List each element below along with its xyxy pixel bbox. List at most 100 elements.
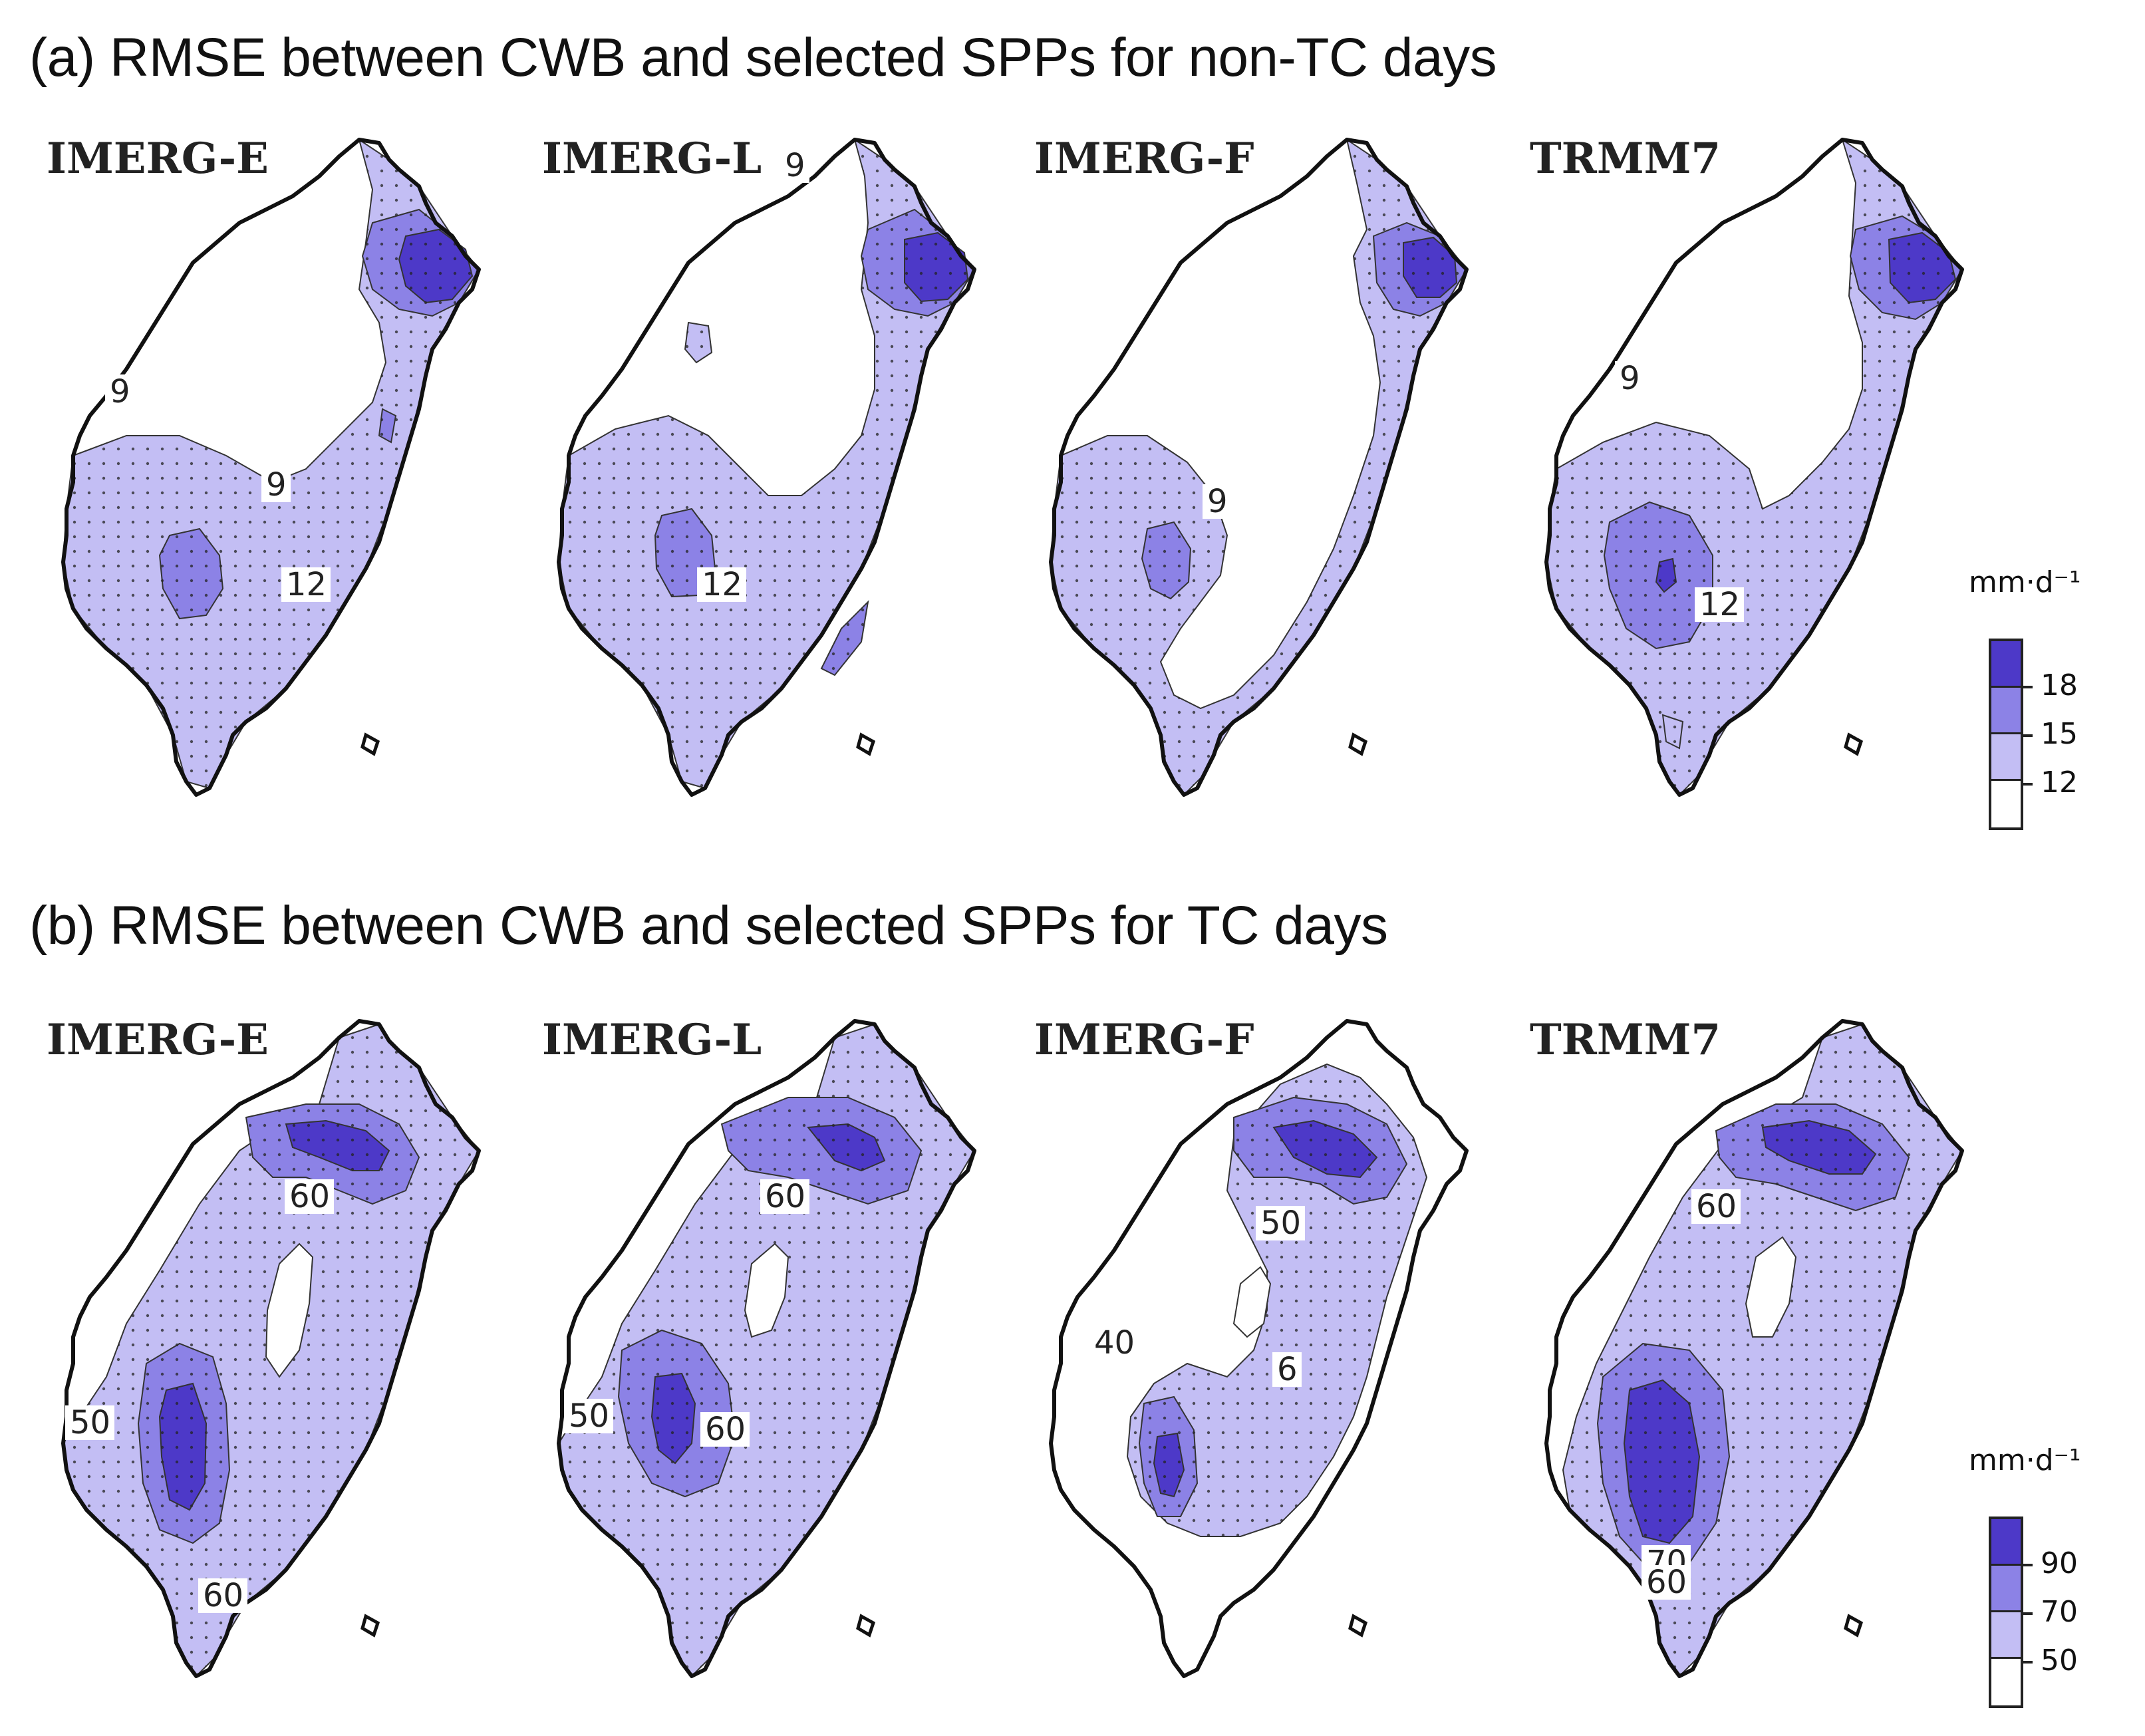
contour-label-background: [198, 1578, 247, 1613]
map-label: IMERG-E: [47, 1015, 269, 1065]
orchid-island: [1348, 1614, 1368, 1638]
map-label: IMERG-L: [542, 134, 762, 184]
legend-tick-label: 18: [2041, 668, 2078, 702]
significance-stipple: [1889, 233, 1955, 303]
contour-label: 60: [765, 1178, 805, 1215]
legend-unit: mm·d⁻¹: [1969, 565, 2081, 599]
coastline: [61, 1019, 481, 1678]
legend-tick-label: 70: [2041, 1595, 2078, 1629]
orchid-island: [856, 732, 876, 756]
significance-stipple: [160, 1383, 206, 1510]
orchid-island: [1844, 732, 1864, 756]
significance-stipple: [685, 323, 712, 362]
orchid-island: [360, 1614, 380, 1638]
orchid-island: [1348, 732, 1368, 756]
contour-label-background: [564, 1399, 613, 1433]
significance-stipple: [1051, 140, 1467, 795]
contour-label: 60: [203, 1577, 243, 1614]
map-label: IMERG-F: [1034, 134, 1254, 184]
contour-label-background: [700, 1412, 750, 1447]
coastline: [1544, 138, 1964, 797]
contour-label: 12: [286, 566, 327, 603]
legend-colorbar: [1989, 1517, 2023, 1708]
significance-stipple: [1663, 715, 1683, 748]
coastline: [557, 1019, 976, 1678]
legend-swatch-level3: [1991, 641, 2021, 688]
shaded-region-level0: [744, 1242, 789, 1338]
contour-label-background: [1089, 1326, 1139, 1360]
significance-stipple: [1403, 237, 1457, 297]
legend-tickmark: [2023, 686, 2033, 688]
contour-label-background: [1642, 1565, 1691, 1600]
contour-label: 6: [1277, 1351, 1298, 1388]
coastline: [61, 138, 481, 797]
significance-stipple: [905, 233, 968, 301]
contour-label-background: [1615, 361, 1644, 396]
coastline: [1049, 1019, 1469, 1678]
legend-tickmark: [2023, 734, 2033, 737]
legend-tick-label: 15: [2041, 717, 2078, 751]
contour-label: 50: [70, 1404, 110, 1441]
significance-stipple: [652, 1374, 695, 1463]
contour-label-background: [1695, 587, 1744, 622]
legend-tick-label: 12: [2041, 766, 2078, 799]
legend-swatch-level2: [1991, 688, 2021, 734]
legend-tick-label: 90: [2041, 1546, 2078, 1580]
significance-stipple: [399, 229, 472, 303]
contour-label-background: [65, 1405, 114, 1440]
legend-swatch-level0: [1991, 1659, 2021, 1705]
significance-stipple: [160, 529, 223, 619]
coastline: [557, 138, 976, 797]
map-a-imerg-e: IMERG-E 9 9 12: [47, 134, 481, 797]
significance-stipple: [1763, 1121, 1876, 1174]
legend-swatch-level2: [1991, 1566, 2021, 1612]
map-a-imerg-l: IMERG-L 9 12: [542, 134, 976, 797]
legend-swatch-level3: [1991, 1519, 2021, 1566]
panel-b-title: (b) RMSE between CWB and selected SPPs f…: [29, 895, 1388, 956]
orchid-island: [360, 732, 380, 756]
map-b-imerg-f: IMERG-F 50 40 6: [1034, 1015, 1469, 1678]
contour-label: 60: [1646, 1564, 1687, 1601]
contour-label: 60: [289, 1178, 330, 1215]
legend-swatch-level0: [1991, 781, 2021, 827]
map-a-imerg-f: IMERG-F 9: [1034, 134, 1469, 797]
contour-label: 50: [569, 1397, 609, 1435]
contour-label: 60: [1696, 1188, 1737, 1225]
legend-swatch-level1: [1991, 734, 2021, 781]
contour-label: 12: [702, 566, 742, 603]
significance-stipple: [1142, 522, 1191, 599]
map-a-trmm7: TRMM7 9 12: [1530, 134, 1964, 797]
contour-label-background: [1203, 484, 1232, 519]
legend-tickmark: [2023, 783, 2033, 786]
contour-label-background: [780, 148, 809, 183]
significance-stipple: [1656, 559, 1676, 592]
significance-stipple: [1274, 1121, 1377, 1177]
map-b-imerg-e: IMERG-E 60 50 60: [47, 1015, 481, 1678]
contour-label-background: [261, 468, 291, 502]
orchid-island: [856, 1614, 876, 1638]
coastline: [1049, 138, 1469, 797]
contour-label: 60: [705, 1411, 746, 1448]
shaded-region-level0: [1745, 1236, 1797, 1338]
contour-label-background: [760, 1179, 809, 1214]
shaded-region-level0: [265, 1242, 314, 1378]
significance-stipple: [1154, 1433, 1184, 1497]
legend-panel-a: mm·d⁻¹ 18 15 12: [1969, 565, 2142, 845]
significance-stipple: [379, 409, 396, 442]
coastline: [1544, 1019, 1964, 1678]
map-label: IMERG-E: [47, 134, 269, 184]
contour-label-background: [285, 1179, 334, 1214]
contour-label: 12: [1699, 586, 1740, 623]
legend-tick-label: 50: [2041, 1644, 2078, 1677]
contour-label-background: [1256, 1206, 1305, 1240]
contour-label-background: [1272, 1352, 1302, 1387]
legend-tickmark: [2023, 1564, 2033, 1566]
contour-label: 9: [266, 466, 287, 504]
significance-stipple: [821, 602, 868, 675]
legend-colorbar: [1989, 639, 2023, 830]
significance-stipple: [808, 1124, 885, 1171]
legend-unit: mm·d⁻¹: [1969, 1443, 2081, 1477]
legend-tickmark: [2023, 1612, 2033, 1615]
contour-label-background: [1691, 1189, 1741, 1224]
significance-stipple: [63, 140, 479, 788]
